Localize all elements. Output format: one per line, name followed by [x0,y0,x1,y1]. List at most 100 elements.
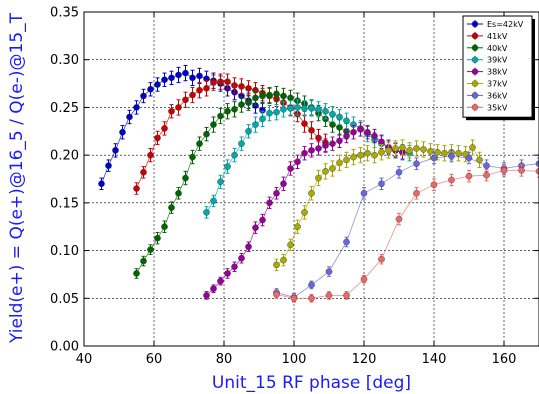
data-point [147,85,154,93]
data-point [336,124,343,131]
data-point [273,108,280,116]
data-point [266,199,273,207]
data-point [224,270,231,277]
plot-frame [83,11,539,347]
data-point [357,151,364,159]
data-point [112,147,119,154]
data-point [203,130,210,138]
data-point [147,246,154,253]
data-point [252,121,259,128]
data-point [217,78,224,85]
data-point [364,149,371,157]
data-point [308,190,315,197]
data-point [161,223,168,231]
y-tick-label: 0.30 [50,53,79,68]
data-point [245,127,252,135]
data-point [322,168,329,175]
data-point [189,153,196,161]
data-point [217,178,224,186]
series-layer [98,64,539,303]
data-point [259,216,266,224]
x-tick-label: 80 [216,352,233,367]
data-point [287,105,294,112]
data-point [360,275,368,283]
data-point [413,190,420,197]
data-point [182,69,189,77]
data-point [210,285,217,293]
data-point [294,158,301,166]
data-point [154,81,161,88]
data-point [252,224,259,231]
data-point [294,223,301,231]
data-point [399,144,406,151]
y-tick-label: 0.00 [50,340,79,355]
legend-label: 37kV [487,80,508,89]
data-point [469,144,476,151]
legend-label: 35kV [487,103,508,112]
data-point [290,294,298,302]
data-point [231,263,238,271]
data-point [238,254,245,262]
data-point [238,83,245,90]
data-point [182,174,189,182]
series-line [276,169,539,299]
data-point [168,107,175,115]
data-point [224,78,231,85]
legend-label: 36kV [487,91,508,100]
data-point [325,292,333,299]
data-point [315,145,322,152]
data-point [203,85,210,92]
data-point [294,104,301,111]
data-point [273,291,280,298]
data-point [140,92,147,100]
x-axis-label: Unit_15 RF phase [deg] [212,373,411,393]
data-point [245,99,252,106]
data-point [273,90,280,98]
data-point [210,121,217,128]
data-point [336,137,343,145]
y-tick-label: 0.10 [50,244,79,259]
data-point [266,109,273,117]
data-point [154,234,161,242]
legend-label: 38kV [487,68,508,77]
data-point [196,140,203,147]
data-point [133,104,140,111]
data-point [301,209,308,216]
y-tick-label: 0.35 [50,6,79,21]
data-point [259,92,266,100]
data-point [301,105,308,112]
data-point [336,113,343,121]
x-tick-label: 120 [352,352,377,367]
data-point [308,294,315,302]
data-point [308,281,315,289]
x-tick-label: 60 [146,352,163,367]
legend-marker [471,104,479,111]
series-5 [273,139,483,272]
legend-label: Es=42kV [487,20,524,29]
data-point [441,149,448,157]
series-6 [273,149,539,302]
data-point [329,165,336,172]
data-point [231,82,238,89]
data-point [518,167,525,174]
data-point [168,74,175,82]
data-point [266,91,273,99]
series-4 [203,122,406,300]
data-point [448,176,455,184]
data-point [329,121,336,128]
data-point [357,126,364,133]
x-tick-label: 40 [76,352,93,367]
x-tick-label: 140 [422,352,447,367]
data-point [322,142,329,149]
y-tick-label: 0.25 [50,101,79,116]
series-7 [273,164,539,303]
data-point [329,110,336,118]
data-point [203,292,210,299]
data-point [343,238,350,246]
legend-label: 40kV [487,44,508,53]
data-point [133,270,140,277]
data-point [378,138,385,146]
data-point [329,140,336,147]
x-tick-label: 100 [282,352,307,367]
